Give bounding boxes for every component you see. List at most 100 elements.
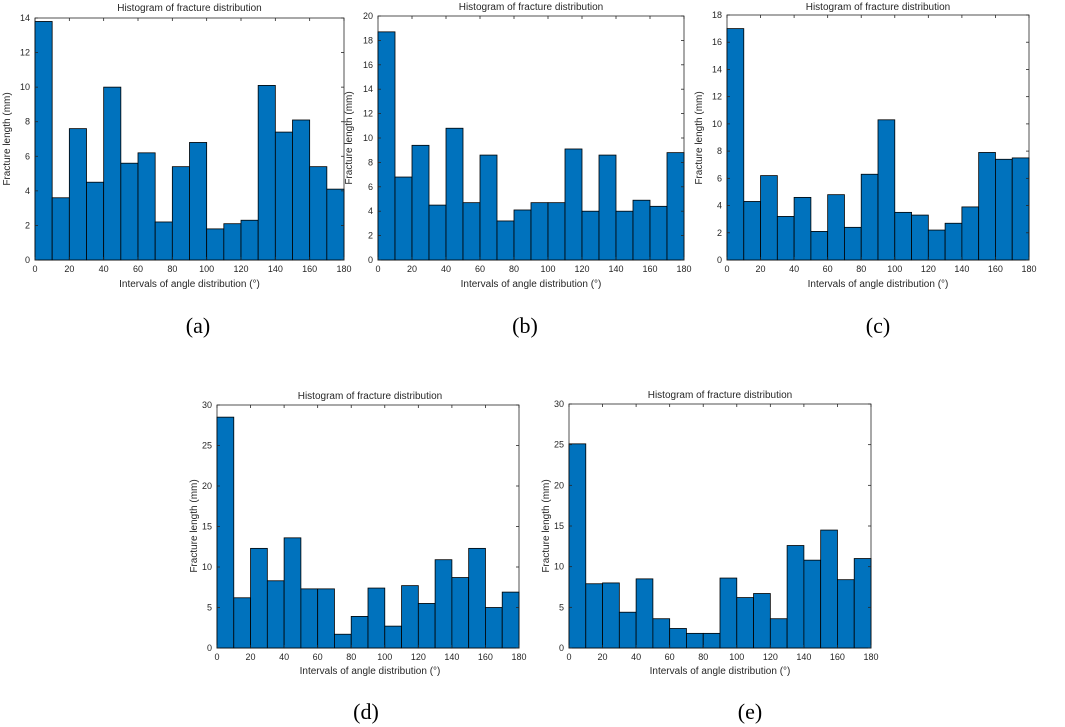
histogram-bar (428, 204, 447, 261)
y-tick-label: 8 (717, 146, 722, 156)
chart-title: Histogram of fracture distribution (459, 2, 604, 13)
y-tick-label: 12 (712, 92, 722, 102)
x-tick-label: 160 (830, 652, 845, 662)
histogram-bar (266, 580, 285, 649)
histogram-bar (844, 226, 862, 261)
panel-label: (b) (512, 313, 538, 338)
histogram-bar (837, 579, 855, 649)
histogram-bar (240, 219, 259, 261)
x-tick-label: 140 (608, 264, 623, 274)
y-axis-label: Fracture length (mm) (344, 91, 355, 184)
histogram-bar (479, 154, 498, 261)
histogram-bar (827, 194, 845, 261)
x-tick-label: 0 (375, 264, 380, 274)
histogram-bar (995, 158, 1013, 261)
histogram-bar (776, 216, 795, 261)
histogram-bar (585, 583, 603, 649)
chart-panel-d: 0 20 40 60 80 100 120 140 160 180 0 5 10 15 20 25 30 His… (189, 391, 527, 724)
x-tick-label: 60 (475, 264, 485, 274)
histogram-bar (350, 616, 369, 649)
histogram-bar (961, 206, 980, 261)
histogram-bar (317, 588, 335, 649)
x-tick-label: 140 (796, 652, 811, 662)
histogram-bar (736, 597, 754, 649)
bar-group (568, 443, 872, 649)
y-tick-label: 0 (717, 255, 722, 265)
chart-panel-e: 0 20 40 60 80 100 120 140 160 180 0 5 10 15 20 25 30 His… (541, 390, 879, 724)
chart-panel-b: 0 20 40 60 80 100 120 140 160 180 0 2 4 6 8 10 12 14 16 18 2… (344, 2, 692, 338)
y-tick-label: 5 (559, 602, 564, 612)
histogram-bar (564, 148, 583, 261)
histogram-bar (120, 162, 139, 261)
histogram-bar (411, 144, 430, 261)
y-tick-label: 10 (20, 82, 30, 92)
chart-title: Histogram of fracture distribution (298, 391, 443, 402)
histogram-bar (445, 127, 464, 261)
x-tick-label: 40 (631, 652, 641, 662)
chart-title: Histogram of fracture distribution (117, 3, 262, 14)
x-tick-label: 100 (199, 264, 214, 274)
y-tick-label: 6 (717, 173, 722, 183)
y-axis-label: Fracture length (mm) (2, 92, 13, 185)
x-tick-label: 140 (268, 264, 283, 274)
tick-group: 0 20 40 60 80 100 120 140 160 180 0 2 4 6 8 10 12 14 16 18 (712, 10, 1037, 274)
histogram-bar (702, 632, 721, 649)
histogram-bar (978, 152, 996, 261)
histogram-bar (652, 618, 671, 649)
y-tick-label: 2 (25, 220, 30, 230)
tick-group: 0 20 40 60 80 100 120 140 160 180 0 5 10 15 20 25 30 (554, 399, 879, 662)
x-tick-label: 60 (823, 264, 833, 274)
histogram-bar (250, 547, 268, 649)
histogram-bar (468, 547, 486, 649)
histogram-bar (257, 85, 276, 261)
x-tick-label: 160 (642, 264, 657, 274)
x-axis-label: Intervals of angle distribution (°) (650, 666, 791, 677)
histogram-bar (632, 199, 651, 261)
histogram-bar (803, 559, 822, 649)
y-tick-label: 0 (207, 643, 212, 653)
histogram-bar (274, 131, 293, 261)
y-tick-label: 25 (202, 441, 212, 451)
histogram-bar (384, 625, 402, 649)
y-tick-label: 5 (207, 603, 212, 613)
y-tick-label: 16 (712, 37, 722, 47)
histogram-bar (581, 210, 600, 261)
x-tick-label: 20 (407, 264, 417, 274)
x-tick-label: 160 (478, 652, 493, 662)
x-tick-label: 180 (676, 264, 691, 274)
y-tick-label: 12 (363, 109, 373, 119)
y-tick-label: 6 (368, 182, 373, 192)
x-tick-label: 180 (863, 652, 878, 662)
histogram-bar (206, 228, 225, 261)
x-tick-label: 120 (233, 264, 248, 274)
histogram-bar (635, 578, 654, 649)
y-tick-label: 20 (363, 11, 373, 21)
y-tick-label: 18 (363, 35, 373, 45)
x-tick-label: 80 (698, 652, 708, 662)
y-tick-label: 14 (712, 64, 722, 74)
y-tick-label: 0 (368, 255, 373, 265)
histogram-bar (877, 119, 896, 261)
y-tick-label: 18 (712, 10, 722, 20)
histogram-bar (547, 202, 566, 261)
histogram-bar (334, 633, 352, 649)
y-tick-label: 10 (202, 562, 212, 572)
histogram-bar (894, 211, 912, 261)
histogram-bar (216, 416, 235, 649)
chart-title: Histogram of fracture distribution (806, 2, 951, 13)
x-tick-label: 40 (279, 652, 289, 662)
histogram-bar (189, 142, 208, 261)
histogram-bar (401, 585, 419, 649)
x-tick-label: 40 (441, 264, 451, 274)
histogram-bar (769, 618, 788, 649)
histogram-bar (68, 128, 87, 261)
y-tick-label: 20 (202, 481, 212, 491)
histogram-bar (283, 537, 302, 649)
histogram-bar (462, 202, 481, 261)
y-tick-label: 30 (554, 399, 564, 409)
chart-title: Histogram of fracture distribution (648, 390, 793, 401)
x-tick-label: 140 (954, 264, 969, 274)
x-tick-label: 120 (574, 264, 589, 274)
x-tick-label: 80 (509, 264, 519, 274)
histogram-bar (51, 197, 70, 261)
